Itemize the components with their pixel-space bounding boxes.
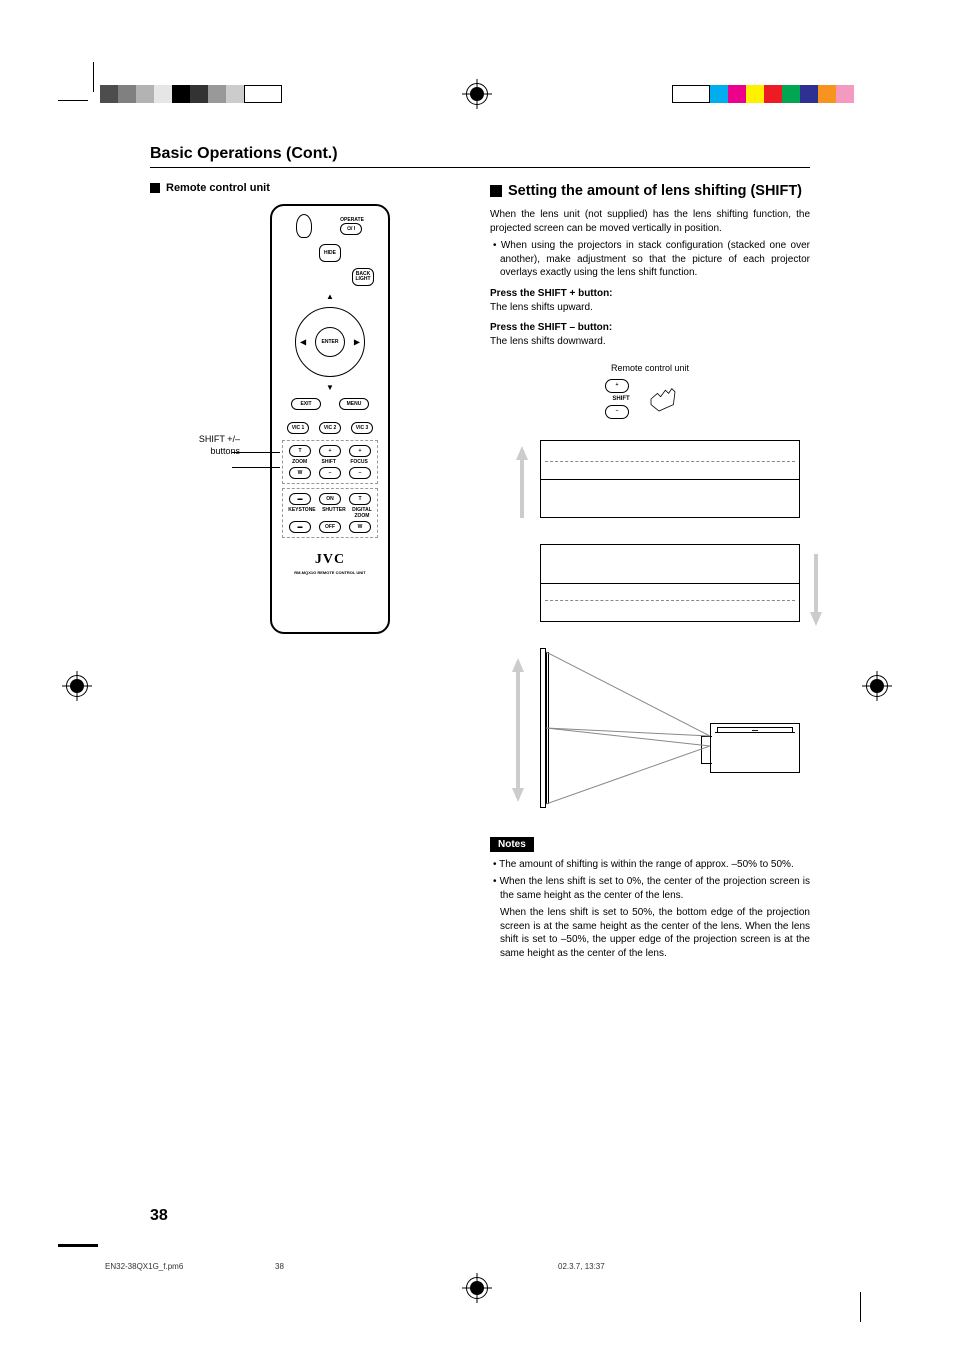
focus-label: FOCUS: [350, 459, 368, 465]
remote-led: [296, 214, 312, 238]
enter-button: ENTER: [315, 327, 345, 357]
keystone-shutter-group: ▬ ON T KEYSTONE SHUTTER DIGITAL ZOOM ▬ O…: [282, 488, 378, 538]
digizoom-t-button: T: [349, 493, 371, 505]
down-arrow-icon: ▼: [282, 383, 378, 392]
intro-text: When the lens unit (not supplied) has th…: [490, 208, 810, 235]
shutter-label: SHUTTER: [322, 507, 346, 519]
vic3-button: VIC 3: [351, 422, 373, 434]
zoom-shift-focus-group: T + + ZOOM SHIFT FOCUS W – –: [282, 440, 378, 484]
page-number: 38: [150, 1207, 168, 1225]
digizoom-w-button: W: [349, 521, 371, 533]
crop-mark: [860, 1292, 861, 1322]
footer-file: EN32-38QX1G_f.pm6: [105, 1262, 183, 1271]
press-plus-label: Press the SHIFT + button:: [490, 288, 810, 299]
up-arrow-icon: ▲: [282, 292, 378, 301]
zoom-t-button: T: [289, 445, 311, 457]
hand-icon: [643, 379, 683, 419]
footer-rule: [58, 1244, 98, 1247]
nav-wheel: ◀ ENTER ▶: [295, 307, 365, 377]
bullet-text: • When using the projectors in stack con…: [490, 239, 810, 280]
small-remote-label: Remote control unit: [490, 363, 810, 373]
shutter-off-button: OFF: [319, 521, 341, 533]
projector-side-diagram: ▬▬: [500, 648, 800, 818]
vic2-button: VIC 2: [319, 422, 341, 434]
operate-label: OPERATE: [340, 217, 364, 223]
registration-mark: [466, 1277, 488, 1299]
minus-desc: The lens shifts downward.: [490, 335, 810, 349]
hide-button: HIDE: [319, 244, 341, 262]
shift-small-label: SHIFT: [605, 396, 637, 402]
shutter-on-button: ON: [319, 493, 341, 505]
notes-label: Notes: [490, 837, 534, 852]
remote-section-text: Remote control unit: [166, 182, 270, 194]
model-label: RM-MQX1G REMOTE CONTROL UNIT: [282, 570, 378, 575]
right-arrow-icon: ▶: [354, 338, 360, 347]
backlight-button: BACK LIGHT: [352, 268, 374, 286]
brand-label: JVC: [282, 552, 378, 568]
crop-mark: [58, 100, 88, 101]
shift-down-diagram: [500, 544, 800, 634]
remote-section-label: Remote control unit: [150, 182, 460, 194]
bullet-square: [490, 185, 502, 197]
keystone-dn-button: ▬: [289, 521, 311, 533]
note-1: • The amount of shifting is within the r…: [490, 858, 810, 872]
plus-desc: The lens shifts upward.: [490, 301, 810, 315]
remote-control-diagram: OPERATE ⏻/ I HIDE BACK LIGHT ▲ ◀: [270, 204, 390, 634]
focus-minus-button: –: [349, 467, 371, 479]
page-title: Basic Operations (Cont.): [150, 145, 810, 168]
keystone-label: KEYSTONE: [288, 507, 315, 519]
digizoom-label: DIGITAL ZOOM: [352, 507, 372, 519]
bullet-square: [150, 183, 160, 193]
footer-date: 02.3.7, 13:37: [558, 1262, 605, 1271]
vic1-button: VIC 1: [287, 422, 309, 434]
zoom-label: ZOOM: [292, 459, 307, 465]
color-bar-left: [100, 85, 282, 103]
shift-heading: Setting the amount of lens shifting (SHI…: [490, 182, 810, 200]
color-bar-right: [672, 85, 854, 103]
shift-plus-btn-small: +: [605, 379, 629, 393]
shift-heading-text: Setting the amount of lens shifting (SHI…: [508, 182, 802, 200]
note-2: • When the lens shift is set to 0%, the …: [490, 875, 810, 902]
shift-label: SHIFT: [322, 459, 336, 465]
registration-mark: [466, 83, 488, 105]
registration-mark: [66, 675, 88, 697]
focus-plus-button: +: [349, 445, 371, 457]
shift-minus-btn-small: –: [605, 405, 629, 419]
shift-callout-label: SHIFT +/–buttons: [140, 434, 240, 457]
operate-button: ⏻/ I: [340, 223, 362, 235]
shift-minus-button: –: [319, 467, 341, 479]
zoom-w-button: W: [289, 467, 311, 479]
footer-page: 38: [275, 1262, 284, 1271]
keystone-up-button: ▬: [289, 493, 311, 505]
registration-mark: [866, 675, 888, 697]
small-remote-diagram: + SHIFT –: [605, 379, 695, 422]
press-minus-label: Press the SHIFT – button:: [490, 322, 810, 333]
menu-button: MENU: [339, 398, 369, 410]
left-arrow-icon: ◀: [300, 338, 306, 347]
shift-plus-button: +: [319, 445, 341, 457]
exit-button: EXIT: [291, 398, 321, 410]
crop-mark: [93, 62, 94, 92]
note-3: When the lens shift is set to 50%, the b…: [490, 906, 810, 960]
shift-up-diagram: [500, 440, 800, 530]
